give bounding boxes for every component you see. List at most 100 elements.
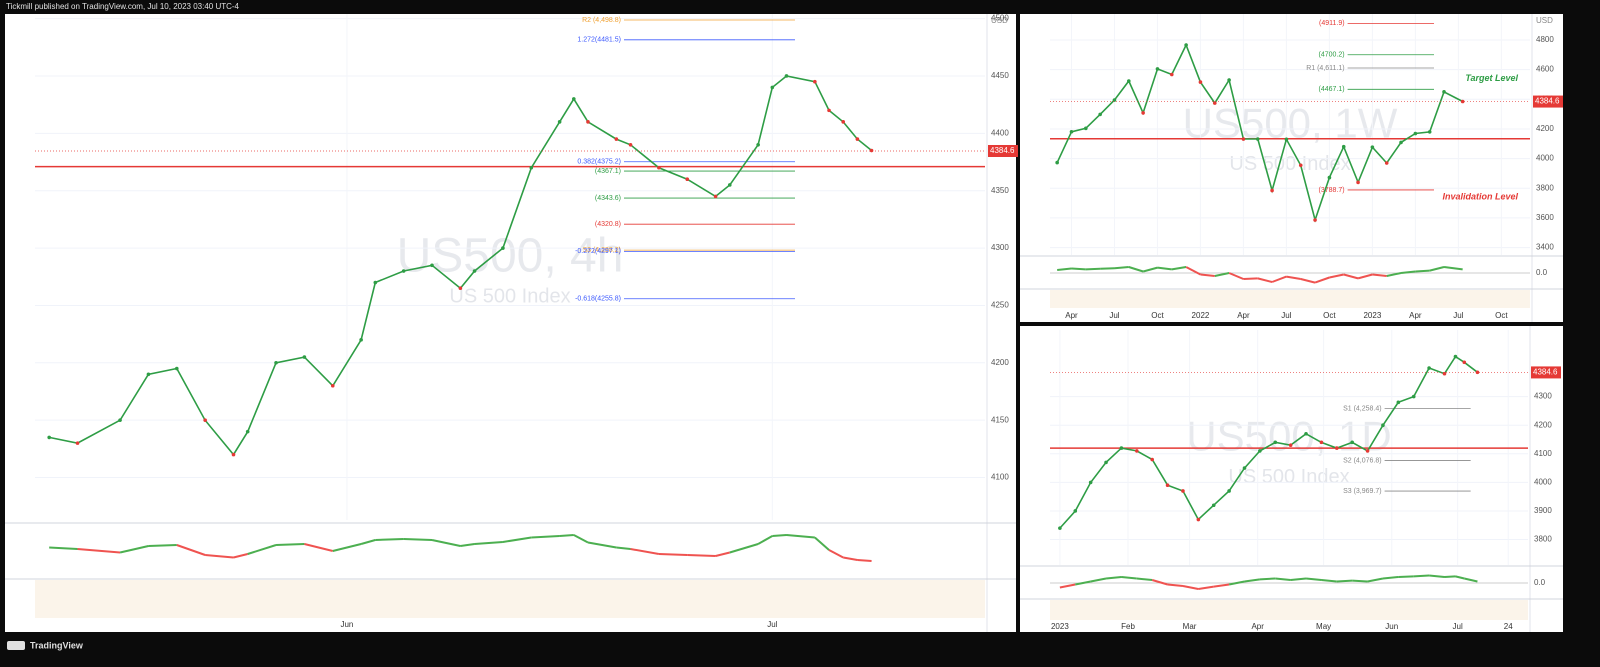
- x-tick-label: Mar: [1183, 622, 1197, 631]
- price-point: [1104, 460, 1108, 465]
- osc-segment: [1085, 267, 1101, 271]
- price-point: [1127, 79, 1131, 83]
- osc-segment: [1182, 585, 1199, 590]
- y-tick-label: 4300: [1534, 392, 1552, 401]
- price-point: [855, 137, 860, 141]
- x-tick-label: 2023: [1051, 622, 1069, 631]
- price-point: [1255, 137, 1260, 141]
- price-point: [1284, 137, 1289, 142]
- price-point: [869, 148, 874, 153]
- price-point: [657, 165, 661, 170]
- level-label: (4467.1): [1319, 86, 1345, 93]
- price-line: [49, 75, 873, 456]
- level-label: R2 (4,498.8): [582, 17, 621, 24]
- osc-segment: [205, 554, 234, 559]
- y-tick-label: 4300: [991, 243, 1009, 252]
- osc-segment: [148, 544, 177, 547]
- price-point: [1181, 489, 1185, 493]
- osc-segment: [233, 553, 248, 559]
- price-point: [1427, 130, 1432, 134]
- x-tick-label: 2022: [1192, 311, 1210, 320]
- osc-segment: [559, 534, 574, 537]
- osc-segment: [304, 543, 334, 552]
- y-tick-label: 3800: [1536, 183, 1554, 192]
- x-tick-label: 2023: [1363, 311, 1381, 320]
- osc-segment: [77, 548, 121, 554]
- price-point: [1165, 483, 1170, 488]
- x-tick-label: Jun: [340, 620, 353, 629]
- osc-segment: [587, 541, 617, 549]
- osc-segment: [1259, 577, 1276, 581]
- y-tick-label: 4150: [991, 415, 1009, 424]
- osc-segment: [1286, 275, 1301, 280]
- osc-segment: [1214, 272, 1230, 277]
- x-tick-label: Jul: [1281, 311, 1291, 320]
- osc-segment: [1171, 266, 1187, 271]
- osc-segment: [1314, 276, 1330, 284]
- price-point: [1055, 160, 1059, 165]
- last-price-label: 4384.6: [990, 146, 1015, 155]
- y-tick-label: 4200: [991, 358, 1009, 367]
- y-tick-label: 3800: [1534, 535, 1552, 544]
- price-point: [1212, 101, 1217, 105]
- osc-segment: [49, 546, 78, 550]
- price-point: [1442, 371, 1447, 376]
- price-point: [1462, 360, 1467, 365]
- level-label: S2 (4,076.8): [1343, 457, 1382, 464]
- osc-segment: [715, 551, 731, 557]
- price-point: [529, 165, 534, 170]
- osc-segment: [375, 538, 404, 541]
- x-tick-label: Oct: [1495, 311, 1508, 320]
- osc-tick-label: 0.0: [1536, 268, 1548, 277]
- x-tick-label: Feb: [1121, 622, 1135, 631]
- price-point: [501, 246, 505, 250]
- level-label: (4367.1): [595, 168, 621, 175]
- panel-frame: [1020, 14, 1563, 322]
- y-tick-label: 4350: [991, 186, 1009, 195]
- price-point: [1211, 503, 1216, 508]
- price-point: [685, 177, 690, 182]
- osc-segment: [276, 543, 305, 546]
- price-point: [330, 383, 335, 388]
- osc-segment: [1198, 585, 1214, 590]
- y-tick-label: 3900: [1534, 506, 1552, 515]
- price-point: [713, 194, 718, 199]
- y-tick-label: 4200: [1534, 420, 1552, 429]
- osc-segment: [1228, 580, 1245, 586]
- x-tick-label: Oct: [1323, 311, 1336, 320]
- price-point: [1365, 449, 1370, 453]
- osc-segment: [1057, 267, 1072, 271]
- osc-segment: [1121, 576, 1137, 580]
- osc-segment: [1075, 580, 1091, 586]
- osc-segment: [1275, 577, 1291, 581]
- osc-segment: [1386, 272, 1402, 277]
- price-point: [572, 97, 576, 101]
- price-point: [1088, 480, 1093, 485]
- price-point: [174, 366, 179, 371]
- price-point: [1298, 163, 1303, 168]
- price-point: [1241, 137, 1246, 141]
- osc-segment: [843, 556, 858, 561]
- level-label: 0.382(4375.2): [577, 159, 621, 166]
- price-point: [1341, 144, 1346, 149]
- price-point: [1453, 354, 1458, 359]
- stochastic-pane: [1050, 600, 1528, 620]
- y-tick-label: 4000: [1536, 154, 1554, 163]
- osc-segment: [757, 535, 773, 545]
- stochastic-pane: [1050, 290, 1530, 308]
- y-tick-label: 4100: [1534, 449, 1552, 458]
- level-label: R1 (4,611.1): [1306, 65, 1344, 72]
- x-tick-label: Jul: [1109, 311, 1119, 320]
- price-point: [841, 120, 846, 124]
- x-tick-label: Jul: [1453, 622, 1463, 631]
- price-point: [231, 452, 236, 457]
- osc-segment: [531, 535, 560, 539]
- price-point: [1288, 443, 1293, 448]
- osc-segment: [1382, 576, 1399, 580]
- y-tick-label: 4450: [991, 71, 1009, 80]
- osc-segment: [1372, 273, 1387, 277]
- osc-segment: [1300, 278, 1316, 284]
- y-tick-label: 3400: [1536, 243, 1554, 252]
- price-point: [1313, 218, 1317, 222]
